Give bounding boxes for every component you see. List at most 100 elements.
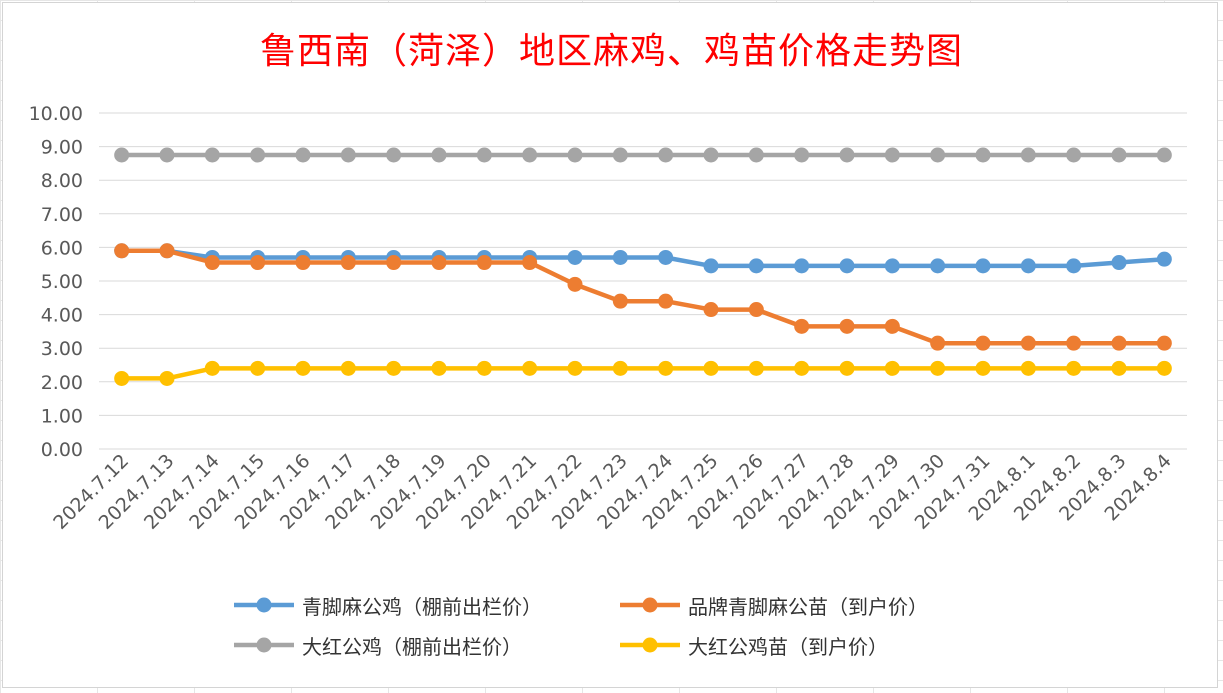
data-point: [975, 360, 991, 376]
y-tick-label: 9.00: [41, 137, 83, 159]
data-point: [295, 360, 311, 376]
data-point: [159, 370, 175, 386]
legend-item: 大红公鸡苗（到户价）: [616, 630, 996, 660]
data-point: [839, 360, 855, 376]
data-point: [839, 258, 855, 274]
data-point: [1020, 335, 1036, 351]
data-point: [340, 255, 356, 271]
data-point: [567, 360, 583, 376]
data-point: [975, 147, 991, 163]
data-point: [250, 255, 266, 271]
data-point: [1020, 258, 1036, 274]
data-point: [114, 147, 130, 163]
data-point: [839, 318, 855, 334]
data-point: [159, 243, 175, 259]
data-point: [567, 147, 583, 163]
data-point: [612, 293, 628, 309]
legend-label: 大红公鸡苗（到户价）: [688, 634, 888, 659]
data-point: [884, 318, 900, 334]
data-point: [748, 302, 764, 318]
data-point: [1156, 360, 1172, 376]
y-tick-label: 1.00: [41, 405, 83, 427]
data-point: [1156, 251, 1172, 267]
data-point: [748, 258, 764, 274]
data-point: [658, 293, 674, 309]
data-point: [295, 147, 311, 163]
data-point: [748, 147, 764, 163]
data-point: [658, 249, 674, 265]
data-point: [703, 302, 719, 318]
data-point: [522, 360, 538, 376]
data-point: [794, 258, 810, 274]
legend-label: 品牌青脚麻公苗（到户价）: [688, 594, 928, 619]
data-point: [930, 335, 946, 351]
data-point: [658, 147, 674, 163]
data-point: [794, 360, 810, 376]
data-point: [703, 147, 719, 163]
data-point: [1066, 360, 1082, 376]
data-point: [1020, 360, 1036, 376]
data-point: [386, 147, 402, 163]
data-point: [1066, 147, 1082, 163]
y-tick-label: 0.00: [41, 439, 83, 461]
legend-label: 青脚麻公鸡（棚前出栏价）: [302, 594, 542, 619]
legend-item: 青脚麻公鸡（棚前出栏价）: [230, 590, 610, 620]
data-point: [386, 360, 402, 376]
y-tick-label: 10.00: [29, 103, 83, 125]
y-tick-label: 7.00: [41, 204, 83, 226]
data-point: [340, 147, 356, 163]
chart-legend: 青脚麻公鸡（棚前出栏价） 品牌青脚麻公苗（到户价） 大红公鸡（棚前出栏价） 大红公鸡苗…: [230, 590, 1050, 660]
data-point: [431, 255, 447, 271]
data-point: [340, 360, 356, 376]
data-point: [476, 147, 492, 163]
data-point: [250, 360, 266, 376]
data-point: [703, 258, 719, 274]
data-point: [386, 255, 402, 271]
data-point: [794, 318, 810, 334]
data-point: [612, 249, 628, 265]
data-point: [1111, 360, 1127, 376]
data-point: [975, 258, 991, 274]
y-tick-label: 6.00: [41, 237, 83, 259]
data-point: [612, 360, 628, 376]
data-point: [114, 370, 130, 386]
data-point: [1066, 258, 1082, 274]
data-point: [658, 360, 674, 376]
data-point: [1111, 147, 1127, 163]
data-point: [522, 255, 538, 271]
data-point: [703, 360, 719, 376]
data-point: [431, 360, 447, 376]
data-point: [930, 360, 946, 376]
legend-marker-dot: [256, 597, 272, 613]
data-point: [1156, 335, 1172, 351]
data-point: [204, 360, 220, 376]
legend-label: 大红公鸡（棚前出栏价）: [302, 634, 522, 659]
legend-marker: [620, 637, 680, 653]
data-point: [476, 360, 492, 376]
data-point: [930, 258, 946, 274]
data-point: [159, 147, 175, 163]
chart-title: 鲁西南（菏泽）地区麻鸡、鸡苗价格走势图: [259, 31, 963, 72]
data-point: [522, 147, 538, 163]
data-point: [567, 276, 583, 292]
legend-marker: [234, 597, 294, 613]
data-point: [975, 335, 991, 351]
legend-item: 大红公鸡（棚前出栏价）: [230, 630, 610, 660]
data-point: [930, 147, 946, 163]
data-point: [431, 147, 447, 163]
series-line-0: [119, 248, 1167, 269]
data-point: [476, 255, 492, 271]
series-line-3: [119, 366, 1167, 381]
data-point: [839, 147, 855, 163]
data-point: [250, 147, 266, 163]
legend-item: 品牌青脚麻公苗（到户价）: [616, 590, 996, 620]
y-tick-label: 5.00: [41, 271, 83, 293]
y-tick-label: 4.00: [41, 305, 83, 327]
data-point: [612, 147, 628, 163]
data-point: [114, 243, 130, 259]
legend-marker: [234, 637, 294, 653]
legend-marker: [620, 597, 680, 613]
data-point: [884, 258, 900, 274]
data-point: [884, 147, 900, 163]
